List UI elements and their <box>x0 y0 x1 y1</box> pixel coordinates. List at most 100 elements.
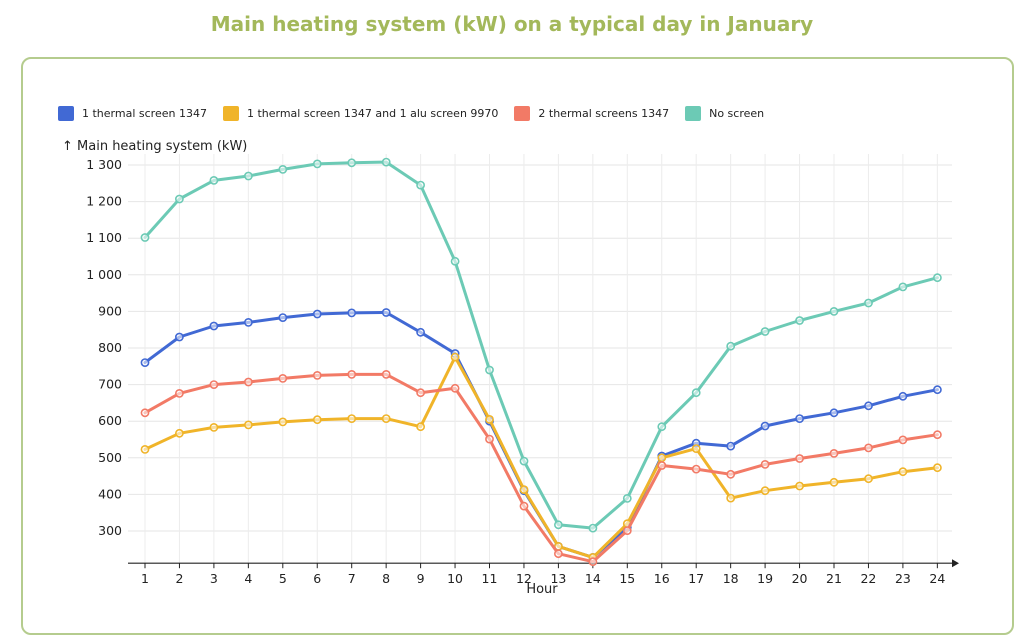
series-3-point <box>243 377 253 387</box>
x-axis-title: Hour <box>526 582 558 597</box>
legend-item-series-4[interactable]: No screen <box>685 106 764 121</box>
series-3-point <box>554 549 563 559</box>
series-4-point <box>588 523 598 533</box>
series-3-point <box>588 557 598 567</box>
x-tick-label: 2 <box>175 571 183 586</box>
series-1-point <box>416 327 425 337</box>
series-2-point <box>898 467 908 477</box>
series-1-point <box>795 414 804 423</box>
legend-swatch-series-4 <box>685 106 702 121</box>
series-4-point <box>726 341 736 351</box>
x-tick-label: 21 <box>826 571 842 586</box>
series-3-point <box>174 388 184 398</box>
series-3-point <box>140 408 150 418</box>
y-axis-title: ↑ Main heating system (kW) <box>62 139 248 154</box>
legend-item-series-3[interactable]: 2 thermal screens 1347 <box>514 106 669 121</box>
series-4-point <box>519 456 529 466</box>
y-tick-label: 500 <box>98 450 122 465</box>
series-4-point <box>209 175 219 185</box>
series-1-point <box>312 309 322 319</box>
y-tick-label: 1 200 <box>86 194 122 209</box>
series-2-point <box>726 493 736 503</box>
series-2-point <box>864 474 873 484</box>
series-4-point <box>691 388 701 398</box>
series-2-point <box>450 352 460 362</box>
series-1-point <box>243 317 253 327</box>
x-tick-label: 11 <box>482 571 498 586</box>
series-4-point <box>795 316 804 325</box>
y-tick-label: 600 <box>98 413 122 428</box>
series-4-point <box>450 256 460 266</box>
x-tick-label: 6 <box>313 571 321 586</box>
y-tick-label: 300 <box>98 523 122 538</box>
series-3-point <box>864 443 873 453</box>
y-tick-label: 1 100 <box>86 230 122 245</box>
legend-label-series-4: No screen <box>709 107 765 120</box>
series-1-point <box>726 441 736 451</box>
y-tick-label: 1 300 <box>86 157 122 172</box>
series-1-point <box>278 313 288 322</box>
legend-label-series-3: 2 thermal screens 1347 <box>538 107 670 120</box>
legend-swatch-series-2 <box>222 106 239 121</box>
x-tick-label: 9 <box>417 571 425 586</box>
series-3-point <box>657 461 667 470</box>
series-4-point <box>829 306 839 316</box>
series-1-point <box>381 308 391 317</box>
series-4-point <box>864 298 873 308</box>
series-3-point <box>760 459 770 469</box>
series-4-point <box>174 194 184 204</box>
series-3-point <box>347 369 357 379</box>
series-line-2 <box>143 355 939 559</box>
series-2-point <box>829 477 839 487</box>
series-4-point <box>312 159 322 169</box>
x-tick-label: 4 <box>244 571 252 586</box>
series-1-point <box>209 321 219 331</box>
chart-panel <box>21 57 1014 635</box>
series-4-point <box>485 365 494 375</box>
legend-swatch-series-3 <box>514 106 531 121</box>
x-tick-label: 5 <box>279 571 287 586</box>
x-tick-label: 24 <box>929 571 945 586</box>
series-2-point <box>416 422 425 432</box>
x-tick-label: 20 <box>792 571 808 586</box>
series-line-4 <box>143 160 939 530</box>
x-tick-label: 15 <box>619 571 635 586</box>
series-2-point <box>209 422 219 432</box>
x-tick-label: 10 <box>447 571 463 586</box>
series-4-point <box>416 180 425 190</box>
series-1-point <box>898 391 908 401</box>
series-4-point <box>933 273 942 283</box>
series-1-point <box>347 308 357 318</box>
series-1-point <box>829 408 839 418</box>
y-tick-label: 900 <box>98 303 122 318</box>
x-tick-label: 13 <box>550 571 566 586</box>
x-tick-label: 17 <box>688 571 704 586</box>
series-4-point <box>657 422 667 432</box>
x-tick-label: 1 <box>141 571 149 586</box>
x-tick-label: 12 <box>516 571 532 586</box>
legend-item-series-2[interactable]: 1 thermal screen 1347 and 1 alu screen 9… <box>222 106 498 121</box>
legend-item-series-1[interactable]: 1 thermal screen 1347 <box>58 106 207 121</box>
x-tick-label: 16 <box>654 571 670 586</box>
series-4-point <box>140 233 150 242</box>
x-tick-label: 23 <box>895 571 911 586</box>
series-3-point <box>450 383 460 393</box>
series-1-point <box>933 385 942 395</box>
series-3-point <box>795 454 804 463</box>
series-1-point <box>174 332 184 342</box>
series-4-point <box>898 282 908 292</box>
x-tick-label: 7 <box>348 571 356 586</box>
series-3-point <box>416 388 425 398</box>
series-2-point <box>347 414 357 423</box>
x-axis-arrow-icon <box>952 559 959 568</box>
x-tick-label: 19 <box>757 571 773 586</box>
series-3-point <box>278 373 288 383</box>
series-3-point <box>485 434 494 444</box>
series-2-point <box>312 415 322 425</box>
series-3-point <box>519 501 529 511</box>
x-tick-label: 22 <box>860 571 876 586</box>
legend-swatch-series-1 <box>58 106 74 121</box>
series-4-point <box>760 327 770 336</box>
x-tick-label: 8 <box>382 571 390 586</box>
series-2-point <box>795 481 804 491</box>
